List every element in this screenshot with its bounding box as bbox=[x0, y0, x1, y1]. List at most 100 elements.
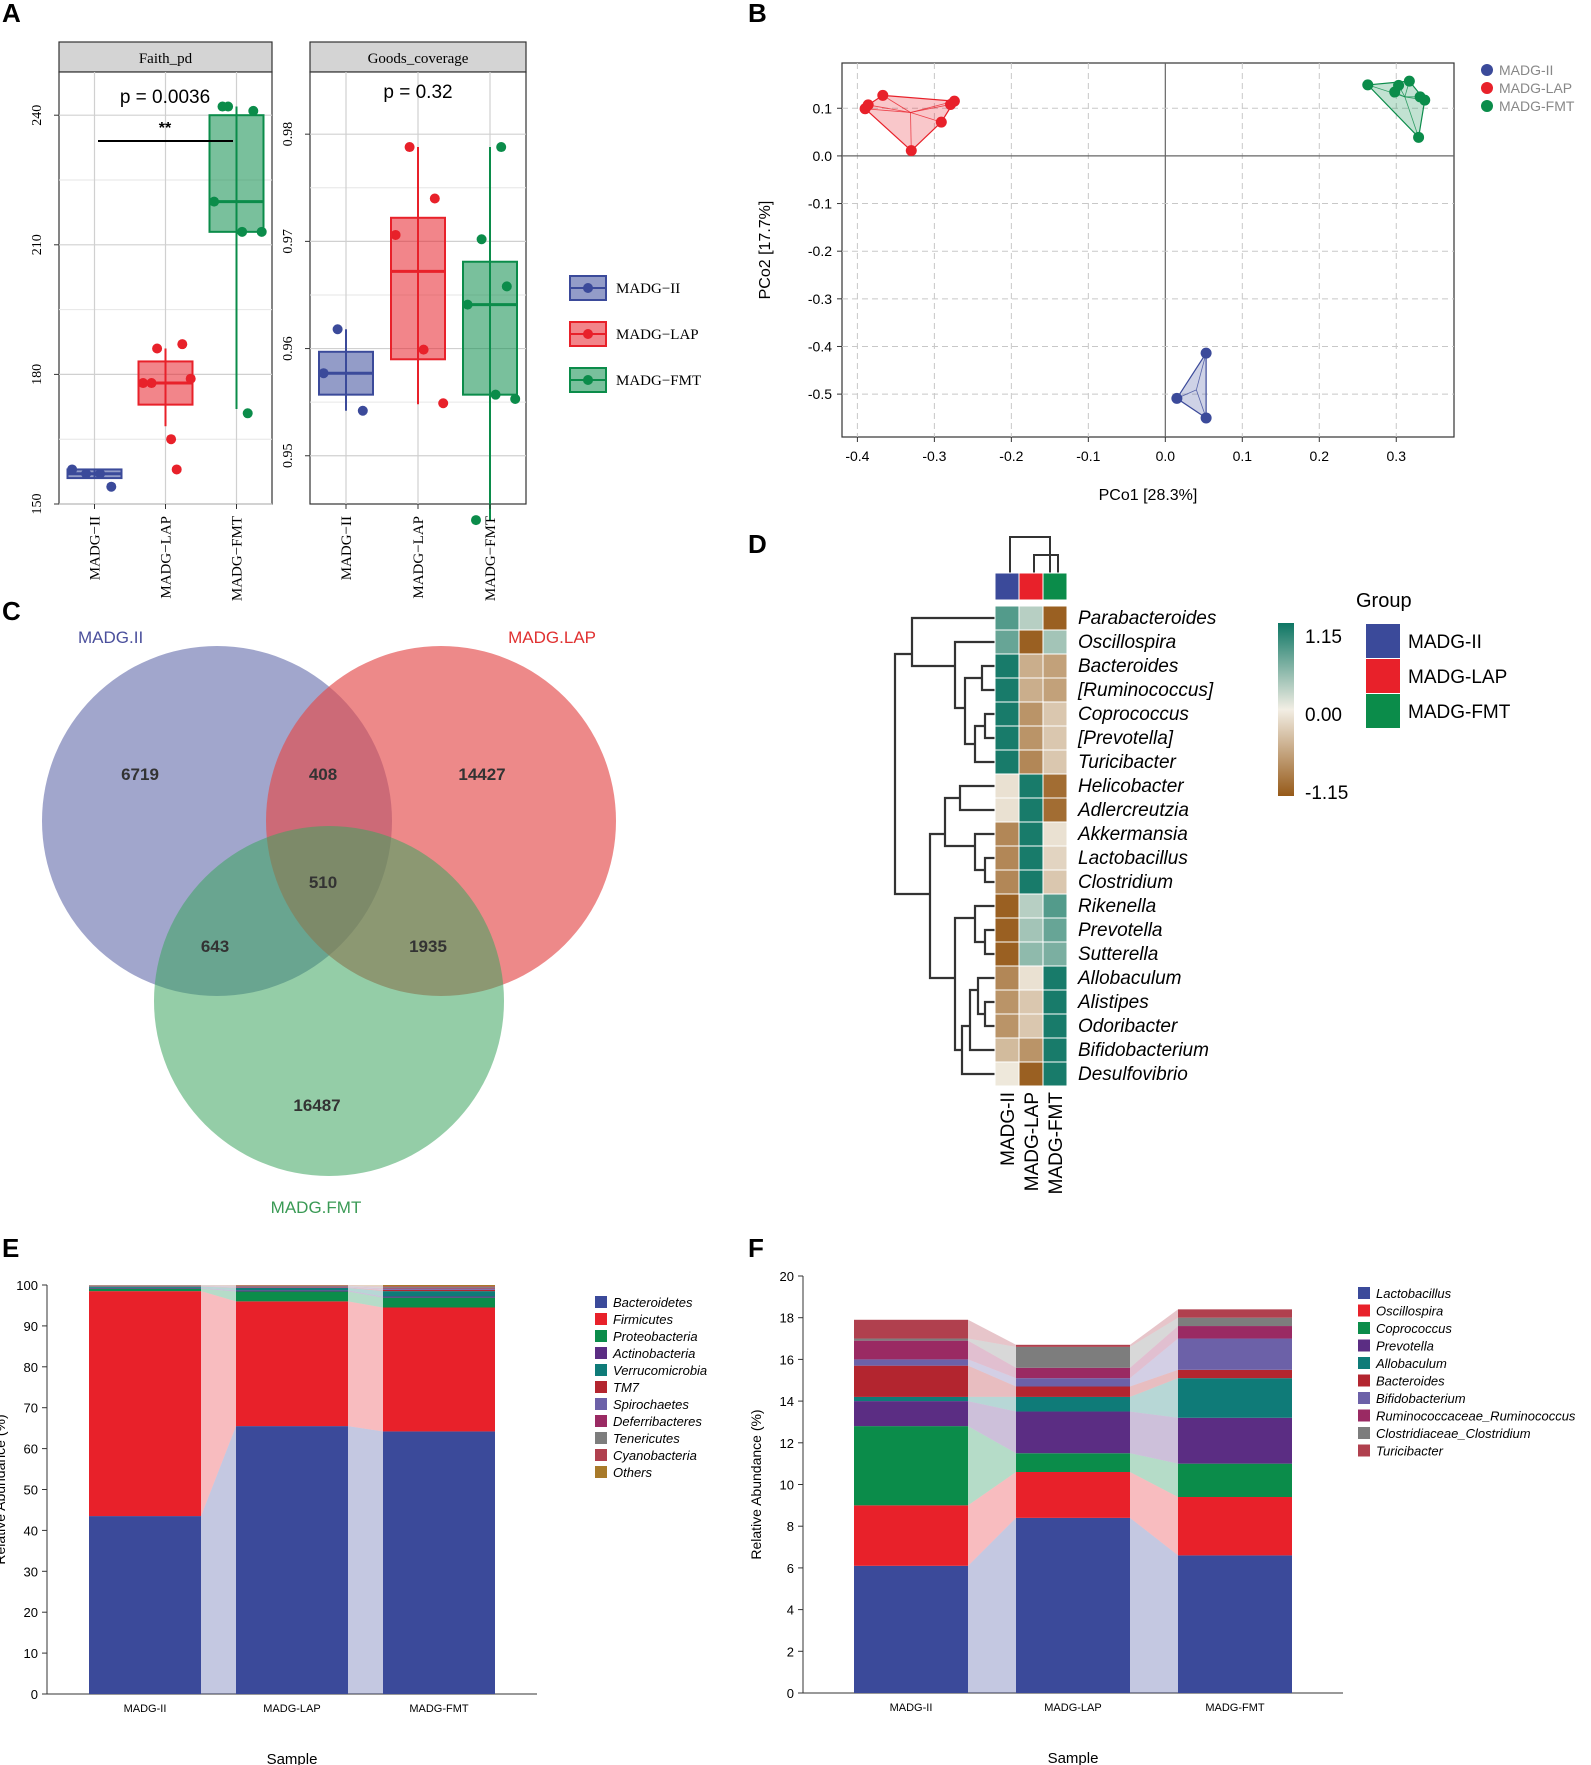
y-tick-label: 18 bbox=[780, 1311, 794, 1326]
group-legend-title: Group bbox=[1356, 590, 1412, 612]
heatmap-cell bbox=[994, 1013, 1020, 1039]
y-tick-label: 40 bbox=[24, 1523, 38, 1538]
box-point bbox=[67, 464, 78, 475]
venn-lap-fmt: 1935 bbox=[409, 937, 447, 956]
dendro-branch bbox=[943, 796, 975, 848]
point-madg-lap bbox=[905, 145, 917, 157]
legend-label: Proteobacteria bbox=[613, 1329, 698, 1344]
bar-segment-tenericutes bbox=[236, 1285, 348, 1287]
x-tick-label: 0.0 bbox=[1156, 448, 1176, 464]
flow-band bbox=[1130, 1471, 1178, 1556]
box-point bbox=[138, 378, 149, 389]
legend-swatch bbox=[1358, 1304, 1370, 1317]
goods-coverage-pvalue: p = 0.32 bbox=[383, 82, 452, 103]
point-madg-ii bbox=[1200, 347, 1212, 359]
flow-band bbox=[968, 1401, 1016, 1454]
flow-band bbox=[968, 1426, 1016, 1506]
legend-swatch bbox=[1358, 1409, 1370, 1422]
legend-swatch bbox=[1358, 1287, 1370, 1299]
x-tick-label: MADG−LAP bbox=[159, 516, 175, 599]
x-tick-label: MADG−LAP bbox=[411, 516, 427, 599]
bar-segment-others bbox=[383, 1285, 495, 1287]
bar-segment-bacteroides bbox=[1178, 1369, 1292, 1379]
heatmap-cell bbox=[1042, 989, 1068, 1015]
bar-segment-bacteroidetes bbox=[89, 1516, 201, 1694]
legend-swatch bbox=[1358, 1374, 1370, 1387]
legend-label: Lactobacillus bbox=[1376, 1286, 1452, 1301]
flow-band bbox=[1130, 1338, 1178, 1387]
y-tick-label: 150 bbox=[30, 494, 45, 515]
dendro-branch bbox=[983, 856, 995, 884]
y-tick-label: -0.5 bbox=[808, 386, 832, 402]
legend-swatch bbox=[595, 1347, 607, 1359]
y-tick-label: 180 bbox=[30, 364, 45, 385]
dendro-branch bbox=[928, 832, 955, 980]
bar-segment-bacteroidetes bbox=[236, 1426, 348, 1694]
x-tick-label: MADG-LAP bbox=[263, 1703, 320, 1715]
heatmap-col-label: MADG-FMT bbox=[1046, 1092, 1067, 1195]
y-tick-label: 0 bbox=[787, 1686, 794, 1701]
y-tick-label: 90 bbox=[24, 1319, 38, 1334]
dendro-branch bbox=[953, 916, 975, 1052]
bar-segment-coprococcus bbox=[1016, 1453, 1130, 1472]
y-tick-label: 240 bbox=[30, 105, 45, 126]
x-axis-title: Sample bbox=[1048, 1750, 1099, 1765]
bar-segment-actinobacteria bbox=[383, 1296, 495, 1298]
group-legend-label: MADG-LAP bbox=[1408, 667, 1507, 688]
flow-band bbox=[1130, 1317, 1178, 1368]
faith-pd-pvalue: p = 0.0036 bbox=[120, 87, 210, 108]
goods-coverage-title: Goods_coverage bbox=[368, 51, 469, 67]
color-scale-label: 1.15 bbox=[1305, 627, 1342, 648]
color-scale-label: -1.15 bbox=[1305, 783, 1348, 804]
box-madg−ii bbox=[318, 324, 374, 416]
bar-segment-tenericutes bbox=[383, 1287, 495, 1289]
heatmap-cell bbox=[994, 821, 1020, 847]
dendro-branch bbox=[953, 640, 995, 710]
heatmap-cell bbox=[994, 869, 1020, 895]
legend-swatch bbox=[1358, 1357, 1370, 1369]
box-point bbox=[418, 344, 429, 355]
legend-swatch bbox=[595, 1364, 607, 1376]
bar-madg-fmt bbox=[383, 1285, 495, 1694]
heatmap-row-label: Odoribacter bbox=[1078, 1016, 1178, 1037]
panel-f-genus-bars: 0 2 4 6 8 10 12 14 16 18 20 MADG-II MADG-LAP MADG-FMT… bbox=[748, 1269, 1576, 1765]
flow-band bbox=[1130, 1453, 1178, 1498]
group-color-bar bbox=[1018, 572, 1044, 601]
heatmap-cell bbox=[1018, 845, 1044, 871]
heatmap-cell bbox=[994, 677, 1020, 703]
legend-label: MADG-LAP bbox=[1499, 80, 1572, 96]
y-tick-label: 14 bbox=[780, 1394, 794, 1409]
bar-segment-turicibacter bbox=[854, 1319, 968, 1339]
heatmap-cell bbox=[994, 749, 1020, 775]
point-madg-fmt bbox=[1393, 79, 1405, 91]
bar-segment-allobaculum bbox=[854, 1396, 968, 1402]
bar-segment-proteobacteria bbox=[89, 1288, 201, 1292]
heatmap-cell bbox=[1042, 677, 1068, 703]
box-point bbox=[510, 393, 521, 404]
legend-swatch bbox=[595, 1296, 607, 1308]
y-tick-label: 0.98 bbox=[281, 122, 296, 147]
faith-pd-title: Faith_pd bbox=[139, 51, 193, 67]
flow-band bbox=[1130, 1326, 1178, 1379]
flow-band bbox=[1130, 1369, 1178, 1397]
flow-band bbox=[201, 1286, 236, 1291]
dendro-branch bbox=[983, 712, 995, 740]
flow-band bbox=[348, 1291, 383, 1308]
color-scale-label: 0.00 bbox=[1305, 705, 1342, 726]
bar-segment-ruminococcaceae-ruminococcus bbox=[1178, 1326, 1292, 1339]
x-tick-label: 0.2 bbox=[1310, 448, 1330, 464]
panel-d-heatmap: Parabacteroides Oscillospira Bacteroides [R… bbox=[893, 536, 1511, 1195]
venn-label-lap: MADG.LAP bbox=[508, 628, 596, 647]
heatmap-cell bbox=[1018, 1037, 1044, 1063]
bar-madg-lap bbox=[236, 1285, 348, 1694]
y-tick-label: 0.1 bbox=[813, 100, 833, 116]
heatmap-cell bbox=[1018, 773, 1044, 799]
heatmap-cell bbox=[1018, 821, 1044, 847]
venn-circle-fmt bbox=[154, 826, 504, 1176]
x-tick-label: MADG-FMT bbox=[1205, 1702, 1265, 1714]
point-madg-lap bbox=[935, 116, 947, 128]
faith-pd-facet: Faith_pd 150 180 210 240 MADG−II MADG−LAP MAD… bbox=[30, 41, 273, 601]
significance-stars: ** bbox=[159, 120, 172, 137]
group-legend-swatch bbox=[1366, 624, 1400, 658]
row-dendrogram bbox=[893, 616, 995, 1076]
